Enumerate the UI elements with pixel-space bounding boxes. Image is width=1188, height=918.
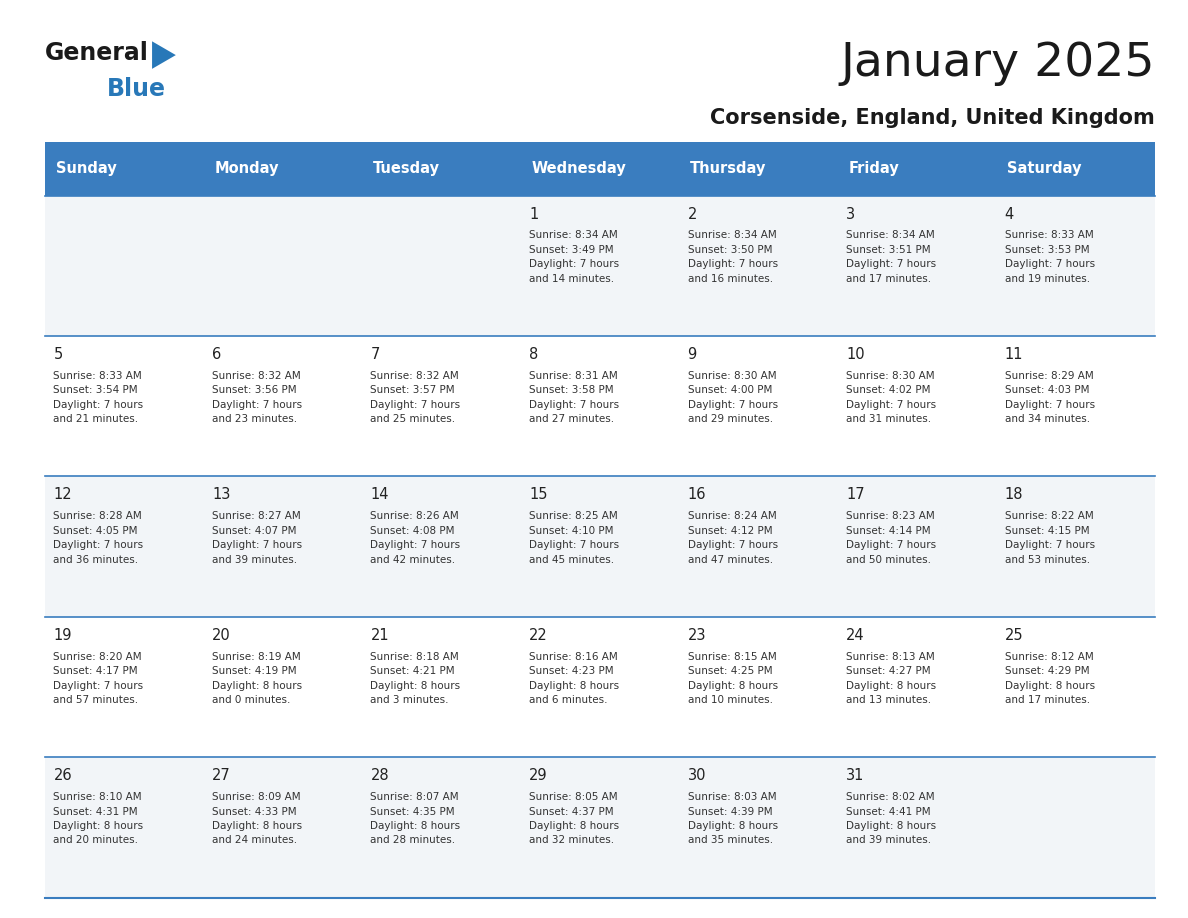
Text: Sunrise: 8:34 AM
Sunset: 3:50 PM
Daylight: 7 hours
and 16 minutes.: Sunrise: 8:34 AM Sunset: 3:50 PM Dayligh… <box>688 230 778 284</box>
Text: Sunrise: 8:16 AM
Sunset: 4:23 PM
Daylight: 8 hours
and 6 minutes.: Sunrise: 8:16 AM Sunset: 4:23 PM Dayligh… <box>529 652 619 705</box>
Text: 14: 14 <box>371 487 388 502</box>
Text: Sunrise: 8:30 AM
Sunset: 4:00 PM
Daylight: 7 hours
and 29 minutes.: Sunrise: 8:30 AM Sunset: 4:00 PM Dayligh… <box>688 371 778 424</box>
Text: Sunrise: 8:05 AM
Sunset: 4:37 PM
Daylight: 8 hours
and 32 minutes.: Sunrise: 8:05 AM Sunset: 4:37 PM Dayligh… <box>529 792 619 845</box>
Text: 17: 17 <box>846 487 865 502</box>
Text: 3: 3 <box>846 207 855 221</box>
Text: Friday: Friday <box>848 162 899 176</box>
Text: Corsenside, England, United Kingdom: Corsenside, England, United Kingdom <box>710 108 1155 129</box>
Bar <box>45 617 1155 757</box>
Text: 9: 9 <box>688 347 697 362</box>
Text: Sunrise: 8:32 AM
Sunset: 3:56 PM
Daylight: 7 hours
and 23 minutes.: Sunrise: 8:32 AM Sunset: 3:56 PM Dayligh… <box>211 371 302 424</box>
Text: 13: 13 <box>211 487 230 502</box>
Bar <box>680 142 838 196</box>
Text: 23: 23 <box>688 628 706 643</box>
Text: Sunrise: 8:33 AM
Sunset: 3:54 PM
Daylight: 7 hours
and 21 minutes.: Sunrise: 8:33 AM Sunset: 3:54 PM Dayligh… <box>53 371 144 424</box>
Text: 24: 24 <box>846 628 865 643</box>
Text: Sunrise: 8:09 AM
Sunset: 4:33 PM
Daylight: 8 hours
and 24 minutes.: Sunrise: 8:09 AM Sunset: 4:33 PM Dayligh… <box>211 792 302 845</box>
Bar <box>838 142 997 196</box>
Text: Sunrise: 8:27 AM
Sunset: 4:07 PM
Daylight: 7 hours
and 39 minutes.: Sunrise: 8:27 AM Sunset: 4:07 PM Dayligh… <box>211 511 302 565</box>
Text: 31: 31 <box>846 768 865 783</box>
Bar <box>203 142 362 196</box>
Text: Sunrise: 8:22 AM
Sunset: 4:15 PM
Daylight: 7 hours
and 53 minutes.: Sunrise: 8:22 AM Sunset: 4:15 PM Dayligh… <box>1005 511 1094 565</box>
Text: General: General <box>45 40 148 64</box>
Text: Sunrise: 8:03 AM
Sunset: 4:39 PM
Daylight: 8 hours
and 35 minutes.: Sunrise: 8:03 AM Sunset: 4:39 PM Dayligh… <box>688 792 778 845</box>
Text: 11: 11 <box>1005 347 1023 362</box>
Bar <box>45 196 1155 336</box>
Text: 29: 29 <box>529 768 548 783</box>
Text: 7: 7 <box>371 347 380 362</box>
Text: 25: 25 <box>1005 628 1023 643</box>
Text: Sunrise: 8:29 AM
Sunset: 4:03 PM
Daylight: 7 hours
and 34 minutes.: Sunrise: 8:29 AM Sunset: 4:03 PM Dayligh… <box>1005 371 1094 424</box>
Text: Sunrise: 8:31 AM
Sunset: 3:58 PM
Daylight: 7 hours
and 27 minutes.: Sunrise: 8:31 AM Sunset: 3:58 PM Dayligh… <box>529 371 619 424</box>
Text: 6: 6 <box>211 347 221 362</box>
Text: Sunrise: 8:19 AM
Sunset: 4:19 PM
Daylight: 8 hours
and 0 minutes.: Sunrise: 8:19 AM Sunset: 4:19 PM Dayligh… <box>211 652 302 705</box>
Text: 5: 5 <box>53 347 63 362</box>
Text: Sunrise: 8:34 AM
Sunset: 3:49 PM
Daylight: 7 hours
and 14 minutes.: Sunrise: 8:34 AM Sunset: 3:49 PM Dayligh… <box>529 230 619 284</box>
Text: Tuesday: Tuesday <box>373 162 440 176</box>
Text: Sunrise: 8:26 AM
Sunset: 4:08 PM
Daylight: 7 hours
and 42 minutes.: Sunrise: 8:26 AM Sunset: 4:08 PM Dayligh… <box>371 511 461 565</box>
Text: Blue: Blue <box>107 77 166 101</box>
Text: Sunrise: 8:30 AM
Sunset: 4:02 PM
Daylight: 7 hours
and 31 minutes.: Sunrise: 8:30 AM Sunset: 4:02 PM Dayligh… <box>846 371 936 424</box>
Bar <box>45 336 1155 476</box>
Text: 8: 8 <box>529 347 538 362</box>
Text: 28: 28 <box>371 768 390 783</box>
Text: Sunrise: 8:12 AM
Sunset: 4:29 PM
Daylight: 8 hours
and 17 minutes.: Sunrise: 8:12 AM Sunset: 4:29 PM Dayligh… <box>1005 652 1094 705</box>
Bar <box>997 142 1155 196</box>
Text: Sunrise: 8:15 AM
Sunset: 4:25 PM
Daylight: 8 hours
and 10 minutes.: Sunrise: 8:15 AM Sunset: 4:25 PM Dayligh… <box>688 652 778 705</box>
Bar <box>45 142 203 196</box>
Bar <box>45 476 1155 617</box>
Text: Sunrise: 8:20 AM
Sunset: 4:17 PM
Daylight: 7 hours
and 57 minutes.: Sunrise: 8:20 AM Sunset: 4:17 PM Dayligh… <box>53 652 144 705</box>
Text: 19: 19 <box>53 628 72 643</box>
Text: 16: 16 <box>688 487 706 502</box>
Bar <box>45 757 1155 898</box>
Text: Sunrise: 8:34 AM
Sunset: 3:51 PM
Daylight: 7 hours
and 17 minutes.: Sunrise: 8:34 AM Sunset: 3:51 PM Dayligh… <box>846 230 936 284</box>
Text: 12: 12 <box>53 487 72 502</box>
Text: 22: 22 <box>529 628 548 643</box>
Text: 2: 2 <box>688 207 697 221</box>
Text: 30: 30 <box>688 768 706 783</box>
Text: Sunrise: 8:07 AM
Sunset: 4:35 PM
Daylight: 8 hours
and 28 minutes.: Sunrise: 8:07 AM Sunset: 4:35 PM Dayligh… <box>371 792 461 845</box>
Text: Sunday: Sunday <box>56 162 116 176</box>
Text: Sunrise: 8:33 AM
Sunset: 3:53 PM
Daylight: 7 hours
and 19 minutes.: Sunrise: 8:33 AM Sunset: 3:53 PM Dayligh… <box>1005 230 1094 284</box>
Text: 15: 15 <box>529 487 548 502</box>
Text: Sunrise: 8:25 AM
Sunset: 4:10 PM
Daylight: 7 hours
and 45 minutes.: Sunrise: 8:25 AM Sunset: 4:10 PM Dayligh… <box>529 511 619 565</box>
Text: Sunrise: 8:23 AM
Sunset: 4:14 PM
Daylight: 7 hours
and 50 minutes.: Sunrise: 8:23 AM Sunset: 4:14 PM Dayligh… <box>846 511 936 565</box>
Text: Thursday: Thursday <box>690 162 766 176</box>
Text: 4: 4 <box>1005 207 1013 221</box>
Text: Sunrise: 8:28 AM
Sunset: 4:05 PM
Daylight: 7 hours
and 36 minutes.: Sunrise: 8:28 AM Sunset: 4:05 PM Dayligh… <box>53 511 144 565</box>
Text: 20: 20 <box>211 628 230 643</box>
Bar <box>362 142 520 196</box>
Text: Sunrise: 8:10 AM
Sunset: 4:31 PM
Daylight: 8 hours
and 20 minutes.: Sunrise: 8:10 AM Sunset: 4:31 PM Dayligh… <box>53 792 144 845</box>
Text: 21: 21 <box>371 628 390 643</box>
Text: January 2025: January 2025 <box>840 41 1155 86</box>
Text: 1: 1 <box>529 207 538 221</box>
Text: 10: 10 <box>846 347 865 362</box>
Text: Sunrise: 8:02 AM
Sunset: 4:41 PM
Daylight: 8 hours
and 39 minutes.: Sunrise: 8:02 AM Sunset: 4:41 PM Dayligh… <box>846 792 936 845</box>
Text: Sunrise: 8:32 AM
Sunset: 3:57 PM
Daylight: 7 hours
and 25 minutes.: Sunrise: 8:32 AM Sunset: 3:57 PM Dayligh… <box>371 371 461 424</box>
Text: 26: 26 <box>53 768 72 783</box>
Text: Sunrise: 8:18 AM
Sunset: 4:21 PM
Daylight: 8 hours
and 3 minutes.: Sunrise: 8:18 AM Sunset: 4:21 PM Dayligh… <box>371 652 461 705</box>
Text: 27: 27 <box>211 768 230 783</box>
Text: Monday: Monday <box>214 162 279 176</box>
Text: Sunrise: 8:13 AM
Sunset: 4:27 PM
Daylight: 8 hours
and 13 minutes.: Sunrise: 8:13 AM Sunset: 4:27 PM Dayligh… <box>846 652 936 705</box>
Text: 18: 18 <box>1005 487 1023 502</box>
Text: Wednesday: Wednesday <box>531 162 626 176</box>
Text: Sunrise: 8:24 AM
Sunset: 4:12 PM
Daylight: 7 hours
and 47 minutes.: Sunrise: 8:24 AM Sunset: 4:12 PM Dayligh… <box>688 511 778 565</box>
Bar <box>520 142 680 196</box>
Text: Saturday: Saturday <box>1007 162 1081 176</box>
